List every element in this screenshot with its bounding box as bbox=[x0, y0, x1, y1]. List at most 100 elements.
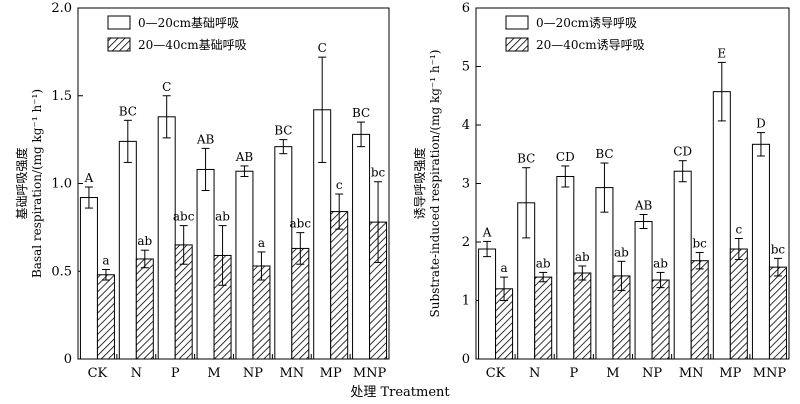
category-label: MNP bbox=[353, 366, 387, 381]
significance-label: ab bbox=[215, 210, 230, 224]
significance-label: bc bbox=[692, 237, 707, 251]
significance-label: BC bbox=[595, 147, 613, 161]
y-tick-label: 5 bbox=[462, 60, 470, 75]
bar bbox=[573, 272, 592, 360]
category-label: MNP bbox=[753, 366, 787, 381]
category-label: N bbox=[529, 366, 540, 381]
y-tick-label: 1 bbox=[462, 294, 470, 309]
y-tick-label: 1.5 bbox=[51, 89, 72, 104]
bar bbox=[712, 91, 731, 360]
y-axis-title: 诱导呼吸强度Substrate-induced respiration/(mg … bbox=[412, 50, 442, 318]
y-tick-label: 6 bbox=[462, 1, 470, 16]
bar bbox=[96, 274, 115, 360]
significance-label: bc bbox=[771, 242, 786, 256]
significance-label: bc bbox=[371, 166, 386, 180]
category-label: CK bbox=[88, 366, 108, 381]
chart-panel-1: 0 0.5 1.0 1.5 2.0 基础呼吸强度Basal respiration/(mg… bbox=[14, 1, 390, 381]
bar bbox=[157, 116, 176, 360]
bar bbox=[135, 258, 154, 360]
bar bbox=[235, 170, 254, 360]
legend-label: 0—20cm基础呼吸 bbox=[138, 16, 239, 30]
significance-label: AB bbox=[235, 150, 254, 164]
legend-label: 0—20cm诱导呼吸 bbox=[536, 16, 637, 30]
category-label: M bbox=[207, 366, 220, 381]
significance-label: ab bbox=[536, 256, 551, 270]
significance-label: C bbox=[162, 80, 171, 94]
y-axis-title-line: Substrate-induced respiration/(mg kg⁻¹ h… bbox=[428, 50, 442, 318]
significance-label: AB bbox=[196, 132, 215, 146]
significance-label: D bbox=[756, 117, 766, 131]
significance-label: AB bbox=[634, 199, 653, 213]
category-label: N bbox=[131, 366, 142, 381]
category-label: NP bbox=[642, 366, 662, 381]
significance-label: CD bbox=[673, 145, 692, 159]
y-axis-title: 基础呼吸强度Basal respiration/(mg kg⁻¹ h⁻¹) bbox=[14, 89, 44, 278]
legend-swatch bbox=[107, 37, 131, 52]
significance-label: E bbox=[717, 46, 726, 60]
significance-label: CD bbox=[556, 150, 575, 164]
bar bbox=[330, 211, 349, 360]
bar bbox=[634, 221, 653, 360]
y-tick-label: 0 bbox=[462, 352, 470, 367]
x-axis-title: 处理 Treatment bbox=[350, 385, 450, 400]
y-tick-label: 3 bbox=[462, 177, 470, 192]
legend-swatch bbox=[107, 15, 131, 30]
significance-label: BC bbox=[517, 152, 535, 166]
significance-label: c bbox=[735, 222, 742, 236]
significance-label: A bbox=[482, 225, 492, 239]
significance-label: ab bbox=[653, 256, 668, 270]
significance-label: ab bbox=[614, 245, 629, 259]
significance-label: abc bbox=[290, 217, 312, 231]
significance-label: ab bbox=[575, 250, 590, 264]
category-label: CK bbox=[486, 366, 506, 381]
y-tick-label: 0.5 bbox=[51, 264, 72, 279]
bar bbox=[196, 168, 215, 360]
significance-label: BC bbox=[119, 104, 137, 118]
significance-label: BC bbox=[274, 124, 292, 138]
y-tick-label: 2.0 bbox=[51, 1, 72, 16]
bar bbox=[79, 197, 98, 360]
legend-swatch bbox=[505, 37, 529, 52]
legend-label: 20—40cm基础呼吸 bbox=[138, 38, 247, 52]
y-axis-title-line: 基础呼吸强度 bbox=[14, 147, 29, 219]
bar bbox=[556, 175, 575, 360]
bar bbox=[595, 187, 614, 360]
y-tick-label: 1.0 bbox=[51, 177, 72, 192]
category-label: P bbox=[171, 366, 180, 381]
significance-label: C bbox=[318, 41, 327, 55]
bar bbox=[690, 260, 709, 360]
bar bbox=[729, 248, 748, 360]
significance-label: ab bbox=[137, 234, 152, 248]
bar bbox=[751, 143, 770, 360]
category-label: MP bbox=[719, 366, 741, 381]
bar bbox=[274, 146, 293, 360]
significance-label: a bbox=[258, 236, 265, 250]
bar bbox=[534, 276, 553, 360]
category-label: MP bbox=[320, 366, 342, 381]
y-tick-label: 4 bbox=[462, 118, 470, 133]
chart-panel-2: 0 1 2 3 4 5 6 诱导呼吸强度Substrate-induced respirati… bbox=[412, 1, 790, 381]
significance-label: c bbox=[336, 178, 343, 192]
category-label: MN bbox=[679, 366, 704, 381]
y-axis-title-line: Basal respiration/(mg kg⁻¹ h⁻¹) bbox=[30, 89, 44, 278]
y-tick-label: 0 bbox=[64, 352, 72, 367]
significance-label: a bbox=[500, 261, 507, 275]
significance-label: a bbox=[102, 253, 109, 267]
category-label: NP bbox=[243, 366, 263, 381]
category-label: MN bbox=[279, 366, 304, 381]
y-axis-title-line: 诱导呼吸强度 bbox=[412, 147, 427, 219]
legend-label: 20—40cm诱导呼吸 bbox=[536, 38, 645, 52]
significance-label: A bbox=[84, 171, 94, 185]
significance-label: BC bbox=[352, 106, 370, 120]
significance-label: abc bbox=[173, 210, 195, 224]
bar bbox=[768, 266, 787, 360]
bar bbox=[478, 248, 497, 360]
category-label: P bbox=[569, 366, 578, 381]
category-label: M bbox=[606, 366, 619, 381]
bar bbox=[291, 247, 310, 360]
bar bbox=[673, 170, 692, 360]
y-tick-label: 2 bbox=[462, 235, 470, 250]
bar bbox=[118, 140, 137, 360]
